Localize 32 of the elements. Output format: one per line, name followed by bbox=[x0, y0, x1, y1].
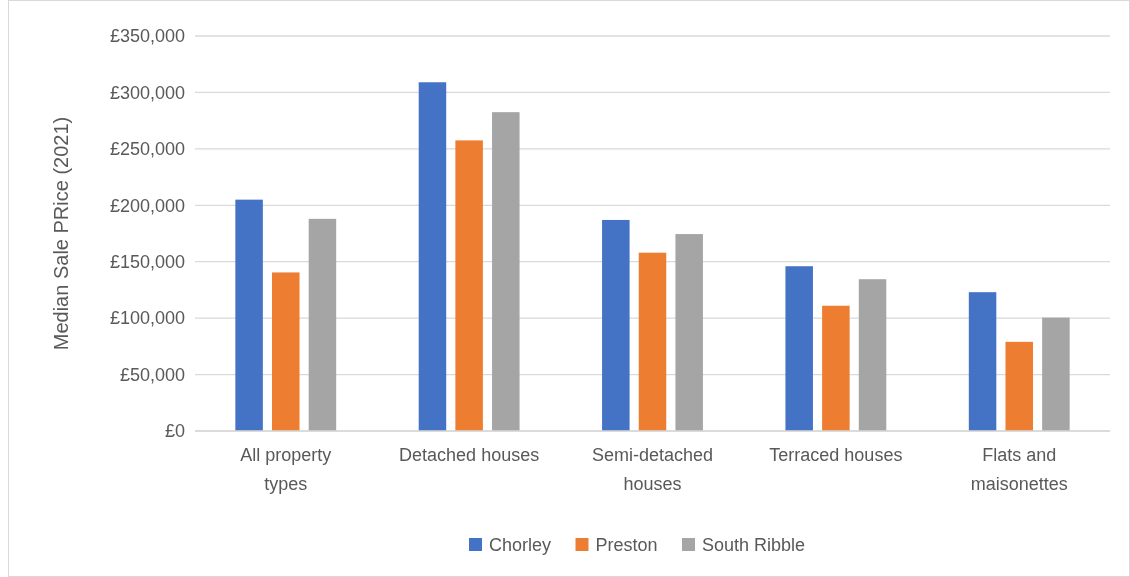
bar bbox=[272, 272, 300, 431]
bar bbox=[858, 279, 887, 431]
y-tick-label: £50,000 bbox=[119, 364, 185, 385]
bar bbox=[1005, 341, 1033, 431]
y-axis-title: Median Sale PRice (2021) bbox=[50, 116, 72, 351]
bar bbox=[785, 266, 813, 431]
x-tick-label: Flats and maisonettes bbox=[970, 445, 1068, 494]
bar bbox=[492, 112, 520, 431]
y-tick-label: £100,000 bbox=[109, 308, 185, 329]
legend-label: Chorley bbox=[489, 535, 552, 556]
bar bbox=[308, 218, 337, 431]
bar bbox=[1042, 317, 1070, 431]
x-tick-label: Terraced houses bbox=[769, 445, 903, 465]
y-tick-label: £200,000 bbox=[109, 195, 185, 216]
bar bbox=[602, 219, 630, 431]
bar bbox=[418, 82, 447, 431]
bar bbox=[455, 140, 483, 431]
bar bbox=[822, 305, 850, 431]
y-tick-label: £0 bbox=[164, 421, 185, 442]
y-tick-label: £300,000 bbox=[109, 82, 185, 103]
bar bbox=[675, 234, 703, 431]
legend-label: South Ribble bbox=[702, 535, 806, 556]
x-tick-label: All property types bbox=[240, 445, 332, 494]
y-tick-label: £350,000 bbox=[109, 26, 185, 47]
x-tick-label: Detached houses bbox=[399, 445, 540, 465]
bar bbox=[968, 292, 997, 431]
x-tick-label: Semi-detached houses bbox=[591, 445, 714, 494]
y-tick-label: £250,000 bbox=[109, 139, 185, 160]
bar bbox=[235, 199, 263, 431]
y-tick-label: £150,000 bbox=[109, 252, 185, 273]
legend-label: Preston bbox=[595, 535, 658, 556]
bar bbox=[638, 252, 667, 431]
